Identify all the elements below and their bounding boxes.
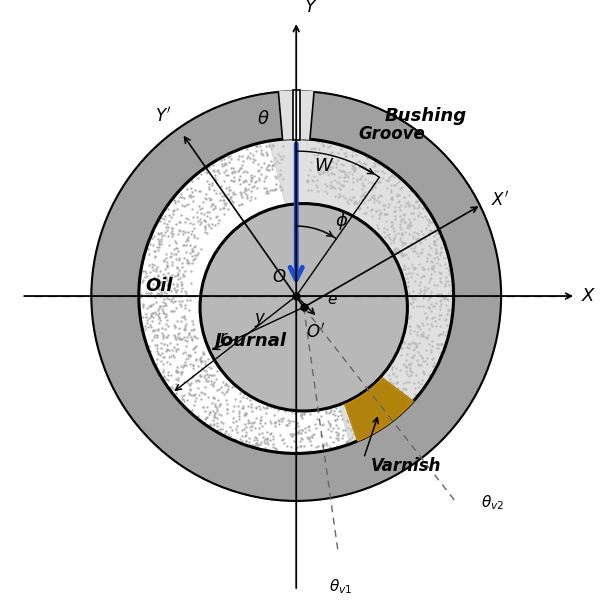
Text: $r$: $r$ xyxy=(220,328,229,346)
Text: $y$: $y$ xyxy=(254,311,266,329)
Text: $O'$: $O'$ xyxy=(306,322,326,341)
Text: $\theta$: $\theta$ xyxy=(257,110,270,128)
Text: $X$: $X$ xyxy=(581,287,596,305)
Circle shape xyxy=(139,139,454,454)
Bar xyxy=(293,90,300,139)
Text: $\theta_{v1}$: $\theta_{v1}$ xyxy=(329,577,352,596)
Circle shape xyxy=(91,91,501,501)
Text: Varnish: Varnish xyxy=(371,457,442,475)
Text: Journal: Journal xyxy=(215,332,287,350)
Text: $e$: $e$ xyxy=(328,292,338,307)
Circle shape xyxy=(200,204,407,411)
Text: Groove: Groove xyxy=(359,125,425,142)
Polygon shape xyxy=(269,139,454,444)
Text: Bushing: Bushing xyxy=(385,107,467,125)
Polygon shape xyxy=(278,91,314,139)
Text: $\phi$: $\phi$ xyxy=(335,210,348,232)
Text: $X'$: $X'$ xyxy=(491,190,509,209)
Text: $O$: $O$ xyxy=(272,268,286,286)
Polygon shape xyxy=(345,378,413,441)
Text: $W$: $W$ xyxy=(314,157,334,175)
Polygon shape xyxy=(345,378,413,441)
Text: $Y$: $Y$ xyxy=(304,0,318,16)
Text: Oil: Oil xyxy=(145,277,173,295)
Text: $\theta_{v2}$: $\theta_{v2}$ xyxy=(481,494,504,513)
Bar xyxy=(293,90,300,139)
Text: $Y'$: $Y'$ xyxy=(155,107,172,126)
